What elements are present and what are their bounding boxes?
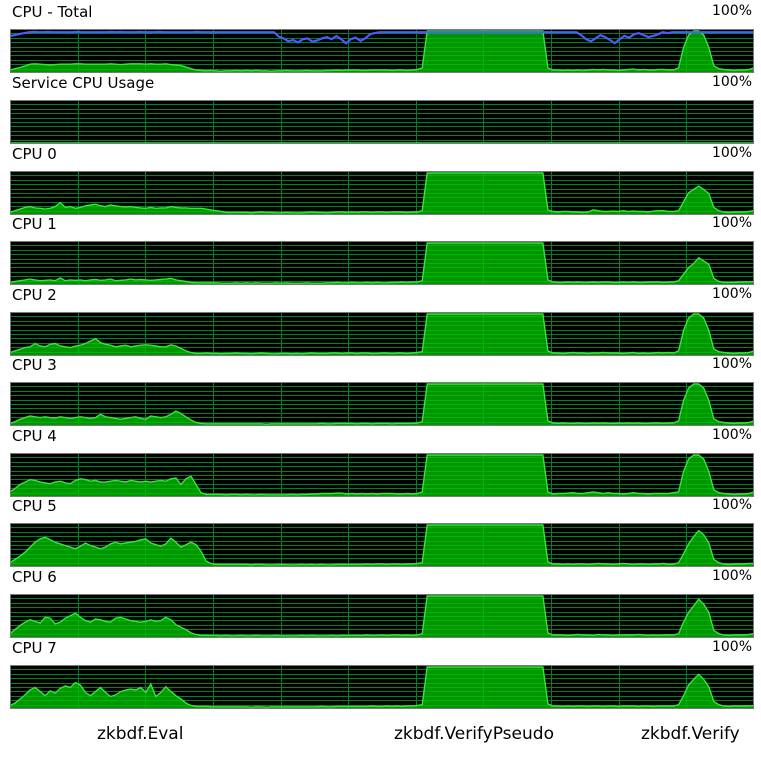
kernel-time-line — [10, 30, 754, 45]
cpu-panel-max-label: 100% — [711, 215, 752, 231]
usage-line — [10, 242, 754, 284]
cpu-usage-chart — [10, 100, 754, 144]
cpu-panel-title: CPU 3 — [12, 356, 57, 374]
graph-border — [10, 594, 754, 638]
cpu-panel-title: CPU 7 — [12, 639, 57, 657]
cpu-usage-graph — [10, 171, 754, 215]
usage-area — [10, 525, 754, 567]
usage-area — [10, 173, 754, 215]
graph-border — [10, 523, 754, 567]
label-eval: zkbdf.Eval — [97, 724, 184, 744]
label-verify-pseudo: zkbdf.VerifyPseudo — [394, 724, 554, 744]
graph-border — [10, 100, 754, 144]
cpu-panel-max-label: 100% — [711, 568, 752, 584]
graph-border — [10, 171, 754, 215]
cpu-usage-graph — [10, 523, 754, 567]
usage-area — [10, 455, 754, 497]
cpu-panel-title: CPU 0 — [12, 145, 57, 163]
cpu-panel-8: CPU 6 100% — [0, 568, 761, 638]
usage-line — [10, 666, 754, 708]
cpu-usage-graph — [10, 312, 754, 356]
graph-border — [10, 453, 754, 497]
usage-line — [10, 30, 754, 72]
cpu-usage-graph — [10, 453, 754, 497]
cpu-usage-chart — [10, 382, 754, 426]
usage-area — [10, 384, 754, 426]
cpu-panel-title: Service CPU Usage — [12, 74, 155, 92]
cpu-panel-max-label: 100% — [711, 74, 752, 90]
cpu-panel-9: CPU 7 100% — [0, 639, 761, 709]
usage-line — [10, 383, 754, 425]
cpu-usage-chart — [10, 523, 754, 567]
cpu-panel-5: CPU 3 100% — [0, 356, 761, 426]
cpu-panel-max-label: 100% — [711, 145, 752, 161]
cpu-panel-title: CPU 2 — [12, 286, 57, 304]
cpu-usage-chart — [10, 241, 754, 285]
cpu-panel-max-label: 100% — [711, 497, 752, 513]
graph-border — [10, 665, 754, 709]
cpu-usage-chart — [10, 594, 754, 638]
graph-border — [10, 382, 754, 426]
label-verify: zkbdf.Verify — [641, 724, 740, 744]
cpu-panel-title: CPU - Total — [12, 3, 93, 21]
cpu-panel-title: CPU 5 — [12, 497, 57, 515]
cpu-usage-graph — [10, 594, 754, 638]
cpu-panel-max-label: 100% — [711, 639, 752, 655]
cpu-usage-chart — [10, 171, 754, 215]
usage-line — [10, 454, 754, 496]
cpu-panel-3: CPU 1 100% — [0, 215, 761, 285]
cpu-panel-max-label: 100% — [711, 3, 752, 19]
cpu-panel-2: CPU 0 100% — [0, 145, 761, 215]
graph-border — [10, 312, 754, 356]
cpu-panel-title: CPU 1 — [12, 215, 57, 233]
usage-line — [10, 313, 754, 355]
cpu-usage-graph — [10, 100, 754, 144]
cpu-panel-max-label: 100% — [711, 286, 752, 302]
usage-area — [10, 667, 754, 709]
cpu-usage-graph — [10, 241, 754, 285]
usage-area — [10, 31, 754, 73]
usage-line — [10, 595, 754, 637]
graph-border — [10, 241, 754, 285]
graph-border — [10, 29, 754, 73]
cpu-panel-1: Service CPU Usage 100% — [0, 74, 761, 144]
cpu-panel-max-label: 100% — [711, 356, 752, 372]
cpu-usage-chart — [10, 453, 754, 497]
cpu-usage-chart — [10, 29, 754, 73]
cpu-panel-6: CPU 4 100% — [0, 427, 761, 497]
usage-area — [10, 314, 754, 356]
cpu-usage-chart — [10, 665, 754, 709]
usage-line — [10, 172, 754, 214]
cpu-panel-max-label: 100% — [711, 427, 752, 443]
cpu-panel-title: CPU 6 — [12, 568, 57, 586]
cpu-usage-graph — [10, 29, 754, 73]
usage-area — [10, 596, 754, 638]
usage-line — [10, 524, 754, 566]
cpu-usage-chart — [10, 312, 754, 356]
cpu-panel-4: CPU 2 100% — [0, 286, 761, 356]
cpu-panel-7: CPU 5 100% — [0, 497, 761, 567]
cpu-usage-graph — [10, 382, 754, 426]
cpu-usage-graph — [10, 665, 754, 709]
cpu-panel-0: CPU - Total 100% — [0, 3, 761, 73]
cpu-panel-title: CPU 4 — [12, 427, 57, 445]
